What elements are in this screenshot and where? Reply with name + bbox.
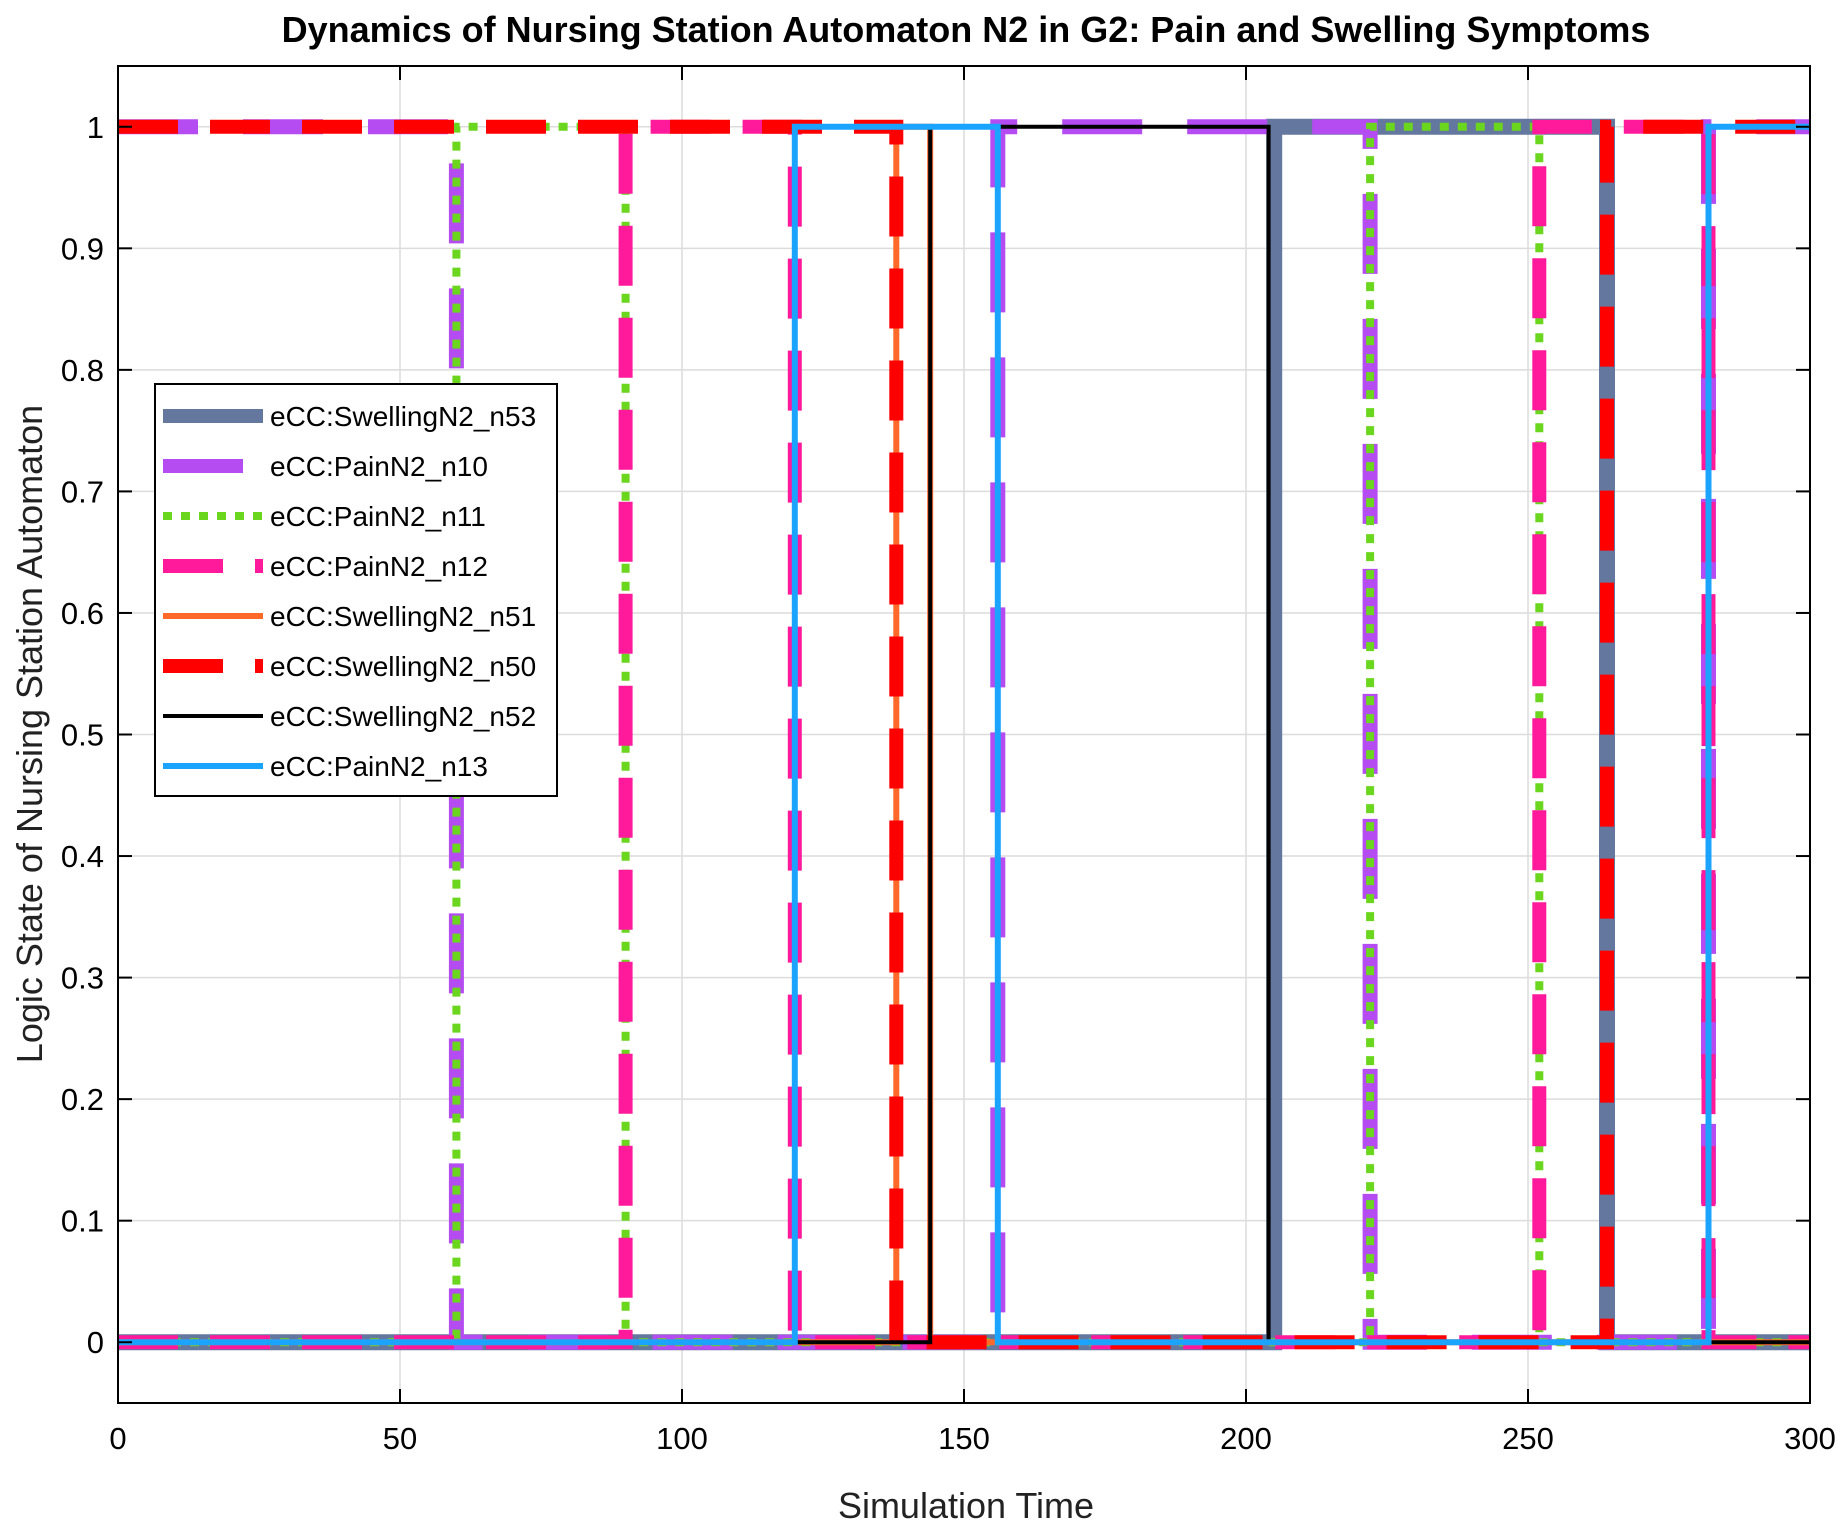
y-axis-label: Logic State of Nursing Station Automaton (9, 405, 50, 1063)
legend-label-6: eCC:SwellingN2_n50 (270, 651, 536, 682)
series-line-8 (118, 123, 1810, 1346)
x-tick-label: 300 (1784, 1421, 1836, 1456)
y-tick-label: 0.6 (61, 596, 104, 631)
legend-label-8: eCC:PainN2_n13 (270, 751, 488, 782)
y-tick-label: 1 (87, 110, 104, 145)
x-tick-label: 250 (1502, 1421, 1554, 1456)
ticks: 0 50 100 150 200 250 300 0 0.1 0.2 0.3 0.4 0.5 0.6 0.7… (61, 66, 1836, 1456)
y-tick-label: 0.3 (61, 961, 104, 996)
legend-label-4: eCC:PainN2_n12 (270, 551, 488, 582)
y-tick-label: 0 (87, 1325, 104, 1360)
x-tick-label: 200 (1220, 1421, 1272, 1456)
legend-label-5: eCC:SwellingN2_n51 (270, 601, 536, 632)
y-tick-label: 0.5 (61, 718, 104, 753)
y-tick-label: 0.2 (61, 1082, 104, 1117)
chart-title: Dynamics of Nursing Station Automaton N2… (282, 9, 1651, 50)
y-tick-label: 0.7 (61, 474, 104, 509)
x-tick-label: 100 (656, 1421, 708, 1456)
y-tick-label: 0.1 (61, 1204, 104, 1239)
x-axis-label: Simulation Time (838, 1485, 1094, 1526)
y-tick-label: 0.4 (61, 839, 104, 874)
legend-label-2: eCC:PainN2_n10 (270, 451, 488, 482)
legend-label-3: eCC:PainN2_n11 (270, 501, 486, 532)
y-tick-label: 0.9 (61, 231, 104, 266)
legend-label-1: eCC:SwellingN2_n53 (270, 401, 536, 432)
legend-box (154, 383, 558, 797)
x-tick-label: 0 (109, 1421, 126, 1456)
series-layer (118, 118, 1810, 1351)
x-tick-label: 150 (938, 1421, 990, 1456)
legend: eCC:SwellingN2_n53 eCC:PainN2_n10 eCC:Pain… (154, 383, 558, 797)
legend-label-7: eCC:SwellingN2_n52 (270, 701, 536, 732)
x-tick-label: 50 (383, 1421, 417, 1456)
y-tick-label: 0.8 (61, 353, 104, 388)
